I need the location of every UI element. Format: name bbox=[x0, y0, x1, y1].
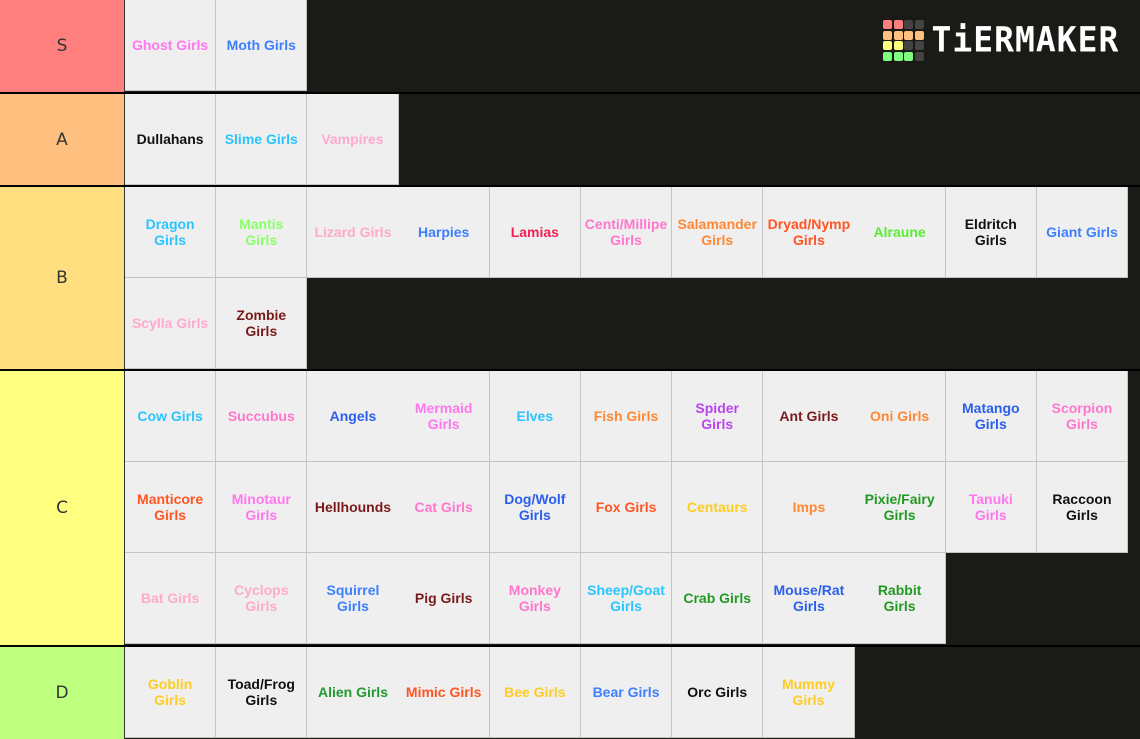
tier-label[interactable]: C bbox=[0, 371, 125, 645]
tier-label[interactable]: A bbox=[0, 94, 125, 185]
logo-grid-square bbox=[904, 41, 913, 50]
tier-item[interactable]: Orc Girls bbox=[672, 647, 764, 738]
logo-grid-square bbox=[883, 30, 892, 40]
logo-grid-square bbox=[893, 20, 903, 29]
tier-item[interactable]: Mantis Girls bbox=[216, 187, 308, 278]
tier-item[interactable]: Dullahans bbox=[125, 94, 217, 185]
tier-item[interactable]: Goblin Girls bbox=[125, 647, 217, 738]
tier-row-d: D Goblin Girls Toad/Frog Girls Alien Girls Mim… bbox=[0, 647, 1140, 739]
tier-item[interactable]: Lamias bbox=[489, 187, 581, 278]
tier-item[interactable]: Alraune bbox=[854, 187, 946, 278]
tier-item[interactable]: Giant Girls bbox=[1036, 187, 1129, 278]
tier-item[interactable]: Spider Girls bbox=[672, 371, 764, 462]
tier-item[interactable]: Manticore Girls bbox=[125, 462, 217, 553]
tier-row-a: A Dullahans Slime Girls Vampires bbox=[0, 94, 1140, 185]
tier-item[interactable]: Toad/Frog Girls bbox=[216, 647, 308, 738]
logo-grid-square bbox=[904, 51, 913, 61]
tier-item[interactable]: Squirrel Girls bbox=[307, 553, 399, 644]
tier-item[interactable]: Alien Girls bbox=[307, 647, 399, 738]
tier-item[interactable]: Cyclops Girls bbox=[216, 553, 308, 644]
logo-grid-square bbox=[914, 51, 924, 61]
tier-item[interactable]: Bear Girls bbox=[580, 647, 673, 738]
tier-items: Goblin Girls Toad/Frog Girls Alien Girls Mimi… bbox=[125, 647, 1129, 739]
logo-grid-square bbox=[914, 41, 924, 50]
tier-item[interactable]: Centi/Millipe Girls bbox=[580, 187, 673, 278]
tier-item[interactable]: Bee Girls bbox=[489, 647, 581, 738]
tier-item[interactable]: Lizard Girls bbox=[307, 187, 399, 278]
tier-item[interactable]: Rabbit Girls bbox=[854, 553, 946, 644]
tier-item[interactable]: Mummy Girls bbox=[763, 647, 855, 738]
tier-item[interactable]: Salamander Girls bbox=[672, 187, 764, 278]
tier-row-s: S Ghost Girls Moth Girls bbox=[0, 0, 1140, 92]
logo-grid-square bbox=[904, 20, 913, 29]
tier-item[interactable]: Slime Girls bbox=[216, 94, 308, 185]
tier-divider bbox=[0, 369, 1140, 371]
logo-grid-square bbox=[883, 41, 892, 50]
tier-item[interactable]: Raccoon Girls bbox=[1036, 462, 1129, 553]
tier-item[interactable]: Imps bbox=[763, 462, 855, 553]
logo-text: TiERMAKER bbox=[931, 19, 1120, 61]
tier-item[interactable]: Centaurs bbox=[672, 462, 764, 553]
tier-divider bbox=[0, 645, 1140, 647]
logo-grid-square bbox=[893, 30, 903, 40]
tier-item[interactable]: Vampires bbox=[307, 94, 399, 185]
tier-item[interactable]: Angels bbox=[307, 371, 399, 462]
logo-grid-square bbox=[883, 20, 892, 29]
tier-item[interactable]: Ant Girls bbox=[763, 371, 855, 462]
tier-item[interactable]: Pixie/Fairy Girls bbox=[854, 462, 946, 553]
tier-divider bbox=[0, 185, 1140, 187]
tier-item[interactable]: Hellhounds bbox=[307, 462, 399, 553]
tier-item[interactable]: Eldritch Girls bbox=[945, 187, 1037, 278]
tier-item[interactable]: Bat Girls bbox=[125, 553, 217, 644]
tier-item[interactable]: Zombie Girls bbox=[216, 278, 308, 369]
tier-item[interactable]: Scorpion Girls bbox=[1036, 371, 1129, 462]
tier-item[interactable]: Matango Girls bbox=[945, 371, 1037, 462]
tier-items: Ghost Girls Moth Girls bbox=[125, 0, 1129, 92]
tier-item[interactable]: Oni Girls bbox=[854, 371, 946, 462]
tier-divider bbox=[0, 92, 1140, 94]
tier-label[interactable]: D bbox=[0, 647, 125, 739]
logo-grid-square bbox=[883, 51, 892, 61]
tier-item[interactable]: Ghost Girls bbox=[125, 0, 217, 91]
tier-item[interactable]: Dryad/Nymp Girls bbox=[763, 187, 855, 278]
tiermaker-logo[interactable]: TiERMAKER bbox=[883, 19, 1120, 61]
tier-item[interactable]: Mimic Girls bbox=[398, 647, 490, 738]
logo-grid-icon bbox=[883, 20, 924, 61]
tier-item[interactable]: Monkey Girls bbox=[489, 553, 581, 644]
tier-item[interactable]: Harpies bbox=[398, 187, 490, 278]
tier-item[interactable]: Dog/Wolf Girls bbox=[489, 462, 581, 553]
tier-item[interactable]: Scylla Girls bbox=[125, 278, 217, 369]
tier-label[interactable]: B bbox=[0, 187, 125, 369]
tier-label[interactable]: S bbox=[0, 0, 125, 92]
tier-item[interactable]: Fox Girls bbox=[580, 462, 673, 553]
tier-row-c: C Cow Girls Succubus Angels Mermaid Girls Elve… bbox=[0, 371, 1140, 645]
logo-grid-square bbox=[893, 41, 903, 50]
logo-grid-square bbox=[914, 30, 924, 40]
tier-item[interactable]: Cow Girls bbox=[125, 371, 217, 462]
tier-item[interactable]: Moth Girls bbox=[216, 0, 308, 91]
tier-item[interactable]: Mouse/Rat Girls bbox=[763, 553, 855, 644]
tier-item[interactable]: Succubus bbox=[216, 371, 308, 462]
tier-items: Dragon Girls Mantis Girls Lizard Girls Harpie… bbox=[125, 187, 1129, 369]
logo-grid-square bbox=[914, 20, 924, 29]
tier-items: Dullahans Slime Girls Vampires bbox=[125, 94, 1129, 185]
tier-item[interactable]: Elves bbox=[489, 371, 581, 462]
tier-item[interactable]: Mermaid Girls bbox=[398, 371, 490, 462]
logo-grid-square bbox=[893, 51, 903, 61]
tier-item[interactable]: Dragon Girls bbox=[125, 187, 217, 278]
tier-item[interactable]: Tanuki Girls bbox=[945, 462, 1037, 553]
tier-item[interactable]: Pig Girls bbox=[398, 553, 490, 644]
tier-items: Cow Girls Succubus Angels Mermaid Girls Elves… bbox=[125, 371, 1129, 645]
tier-item[interactable]: Fish Girls bbox=[580, 371, 673, 462]
tier-item[interactable]: Minotaur Girls bbox=[216, 462, 308, 553]
tier-item[interactable]: Sheep/Goat Girls bbox=[580, 553, 673, 644]
tier-item[interactable]: Crab Girls bbox=[672, 553, 764, 644]
tier-row-b: B Dragon Girls Mantis Girls Lizard Girls Harpi… bbox=[0, 187, 1140, 369]
logo-grid-square bbox=[904, 30, 913, 40]
tier-item[interactable]: Cat Girls bbox=[398, 462, 490, 553]
